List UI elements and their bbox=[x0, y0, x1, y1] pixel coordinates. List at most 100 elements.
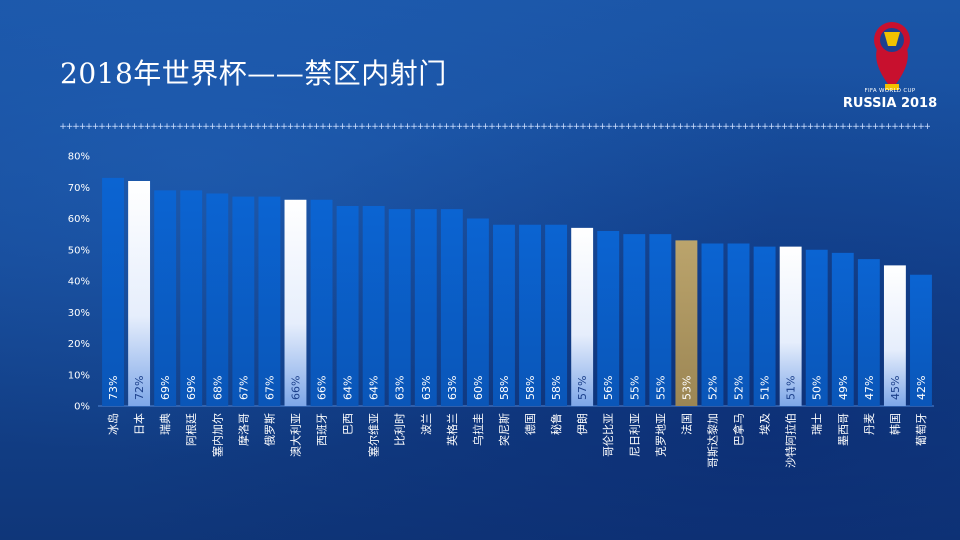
x-tick-label: 克罗地亚 bbox=[654, 413, 667, 457]
x-tick-label: 冰岛 bbox=[106, 413, 120, 435]
divider-star-icon: + bbox=[774, 122, 782, 132]
divider-star-icon: + bbox=[885, 122, 893, 132]
divider-star-icon: + bbox=[319, 122, 327, 132]
divider-star-icon: + bbox=[716, 122, 724, 132]
divider-star-icon: + bbox=[573, 122, 581, 132]
divider-star-icon: + bbox=[917, 122, 925, 132]
bar bbox=[597, 231, 620, 406]
divider-star-icon: + bbox=[729, 122, 737, 132]
divider-star-icon: + bbox=[196, 122, 204, 132]
bar bbox=[779, 246, 802, 406]
divider-star-icon: + bbox=[85, 122, 93, 132]
bar bbox=[545, 224, 568, 406]
divider-star-icon: + bbox=[300, 122, 308, 132]
bar bbox=[519, 224, 541, 406]
divider-star-icon: + bbox=[384, 122, 392, 132]
divider-star-icon: + bbox=[488, 122, 496, 132]
y-tick-label: 20% bbox=[68, 339, 90, 350]
divider-star-icon: + bbox=[157, 122, 165, 132]
y-tick-label: 30% bbox=[68, 308, 90, 319]
divider-star-icon: + bbox=[638, 122, 646, 132]
divider-star-icon: + bbox=[566, 122, 574, 132]
divider-star-icon: + bbox=[800, 122, 808, 132]
divider-star-icon: + bbox=[261, 122, 269, 132]
data-label: 51% bbox=[759, 376, 772, 400]
x-tick-label: 瑞士 bbox=[810, 413, 824, 435]
bar bbox=[701, 243, 724, 406]
y-tick-label: 40% bbox=[68, 277, 90, 288]
x-tick-label: 塞尔维亚 bbox=[367, 413, 381, 457]
data-label: 49% bbox=[837, 376, 850, 400]
x-tick-label: 塞内加尔 bbox=[210, 413, 224, 457]
divider-star-icon: + bbox=[443, 122, 451, 132]
divider-star-icon: + bbox=[469, 122, 477, 132]
divider-star-icon: + bbox=[274, 122, 282, 132]
bar bbox=[883, 265, 906, 406]
divider-star-icon: + bbox=[404, 122, 412, 132]
data-label: 63% bbox=[394, 376, 407, 400]
bar bbox=[910, 274, 932, 406]
divider-star-icon: + bbox=[417, 122, 425, 132]
divider-star-icon: + bbox=[345, 122, 353, 132]
divider-star-icon: + bbox=[131, 122, 139, 132]
divider-star-icon: + bbox=[657, 122, 665, 132]
divider-star-icon: + bbox=[137, 122, 145, 132]
divider-star-icon: + bbox=[813, 122, 821, 132]
y-tick-label: 70% bbox=[68, 183, 90, 194]
bar bbox=[206, 193, 229, 406]
data-label: 50% bbox=[811, 376, 824, 400]
divider-star-icon: + bbox=[397, 122, 405, 132]
bar bbox=[180, 190, 203, 406]
divider-star-icon: + bbox=[534, 122, 542, 132]
x-tick-label: 韩国 bbox=[888, 413, 902, 435]
divider-star-icon: + bbox=[527, 122, 535, 132]
bar bbox=[466, 218, 489, 406]
x-tick-label: 埃及 bbox=[758, 413, 772, 435]
divider-star-icon: + bbox=[781, 122, 789, 132]
y-tick-label: 0% bbox=[74, 402, 90, 413]
divider-star-icon: + bbox=[664, 122, 672, 132]
divider-star-icon: + bbox=[605, 122, 613, 132]
bar bbox=[310, 199, 333, 406]
divider-star-icon: + bbox=[183, 122, 191, 132]
divider-star-icon: + bbox=[170, 122, 178, 132]
divider-star-icon: + bbox=[332, 122, 340, 132]
divider-star-icon: + bbox=[118, 122, 126, 132]
data-label: 58% bbox=[524, 376, 537, 400]
x-tick-label: 伊朗 bbox=[576, 413, 589, 435]
divider-star-icon: + bbox=[618, 122, 626, 132]
divider-star-icon: + bbox=[586, 122, 594, 132]
divider-star-icon: + bbox=[306, 122, 314, 132]
divider-star-icon: + bbox=[287, 122, 295, 132]
bar bbox=[258, 196, 281, 406]
bar bbox=[753, 246, 776, 406]
page-title: 2018年世界杯——禁区内射门 bbox=[60, 57, 447, 90]
bar bbox=[623, 234, 646, 406]
bar bbox=[284, 199, 307, 406]
divider-star-icon: + bbox=[105, 122, 113, 132]
x-tick-label: 乌拉圭 bbox=[471, 413, 485, 446]
divider-star-icon: + bbox=[826, 122, 834, 132]
data-label: 67% bbox=[237, 376, 250, 400]
bar bbox=[440, 209, 463, 406]
x-tick-label: 突尼斯 bbox=[497, 413, 511, 446]
x-tick-label: 葡萄牙 bbox=[915, 413, 928, 446]
divider-star-icon: + bbox=[430, 122, 438, 132]
divider-star-icon: + bbox=[72, 122, 80, 132]
divider-star-icon: + bbox=[508, 122, 516, 132]
divider-star-icon: + bbox=[280, 122, 288, 132]
data-label: 63% bbox=[420, 376, 433, 400]
x-tick-label: 摩洛哥 bbox=[236, 413, 250, 446]
divider-star-icon: + bbox=[677, 122, 685, 132]
bar bbox=[388, 209, 411, 406]
divider-star-icon: + bbox=[592, 122, 600, 132]
data-label: 68% bbox=[211, 376, 224, 400]
x-tick-label: 尼日利亚 bbox=[628, 413, 641, 457]
x-tick-label: 阿根廷 bbox=[184, 413, 198, 446]
x-tick-label: 西班牙 bbox=[316, 413, 329, 446]
divider-star-icon: + bbox=[66, 122, 74, 132]
bar bbox=[571, 227, 594, 406]
bar bbox=[128, 181, 151, 406]
divider-star-icon: + bbox=[768, 122, 776, 132]
